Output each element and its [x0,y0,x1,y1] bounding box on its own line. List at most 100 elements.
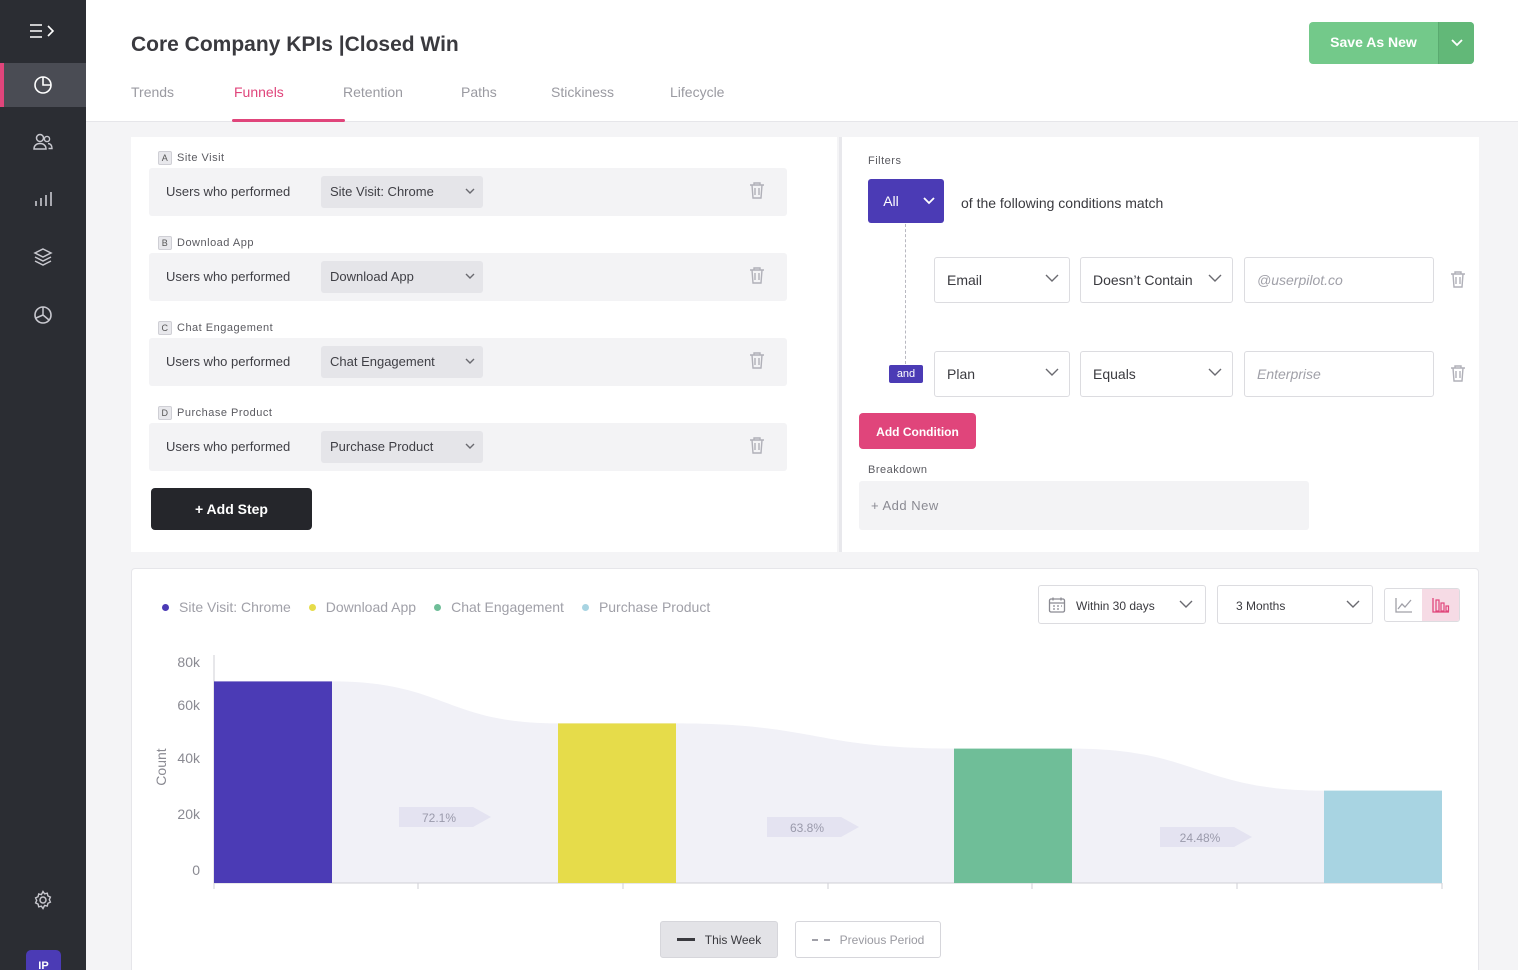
sidebar-toggle-button[interactable] [0,0,86,62]
chevron-down-icon [1450,39,1463,47]
legend-dot [162,603,169,611]
step-event-select[interactable]: Purchase Product [321,431,483,463]
condition-connector [905,224,906,364]
legend-item[interactable]: Chat Engagement [434,599,564,615]
funnel-bar [214,681,332,883]
trash-icon[interactable] [749,266,765,284]
step-prefix: Users who performed [166,354,291,369]
period-select[interactable]: 3 Months [1217,585,1373,624]
sidebar-item-layers[interactable] [0,235,86,279]
save-options-button[interactable] [1438,22,1474,64]
tab-lifecycle[interactable]: Lifecycle [670,84,725,100]
trash-icon[interactable] [1450,270,1466,288]
condition-property-select[interactable]: Email [934,257,1070,303]
condition-value-input[interactable] [1244,257,1434,303]
step-event-select[interactable]: Chat Engagement [321,346,483,378]
layers-icon [33,248,53,266]
sidebar-item-reports[interactable] [0,177,86,221]
condition-value-input[interactable] [1244,351,1434,397]
tab-stickiness[interactable]: Stickiness [551,84,615,100]
this-week-toggle[interactable]: This Week [660,921,778,958]
funnel-step-row: Users who performed Chat Engagement [149,338,787,386]
funnel-chart-panel: Site Visit: Chrome Download App Chat Eng… [131,568,1479,970]
sidebar-item-users[interactable] [0,120,86,164]
funnel-bar [558,723,676,883]
trash-icon[interactable] [1450,364,1466,382]
breakdown-field[interactable]: + Add New [859,481,1309,530]
save-as-new-button[interactable]: Save As New [1330,34,1417,50]
funnel-step-row: Users who performed Purchase Product [149,423,787,471]
line-view-button[interactable] [1385,589,1422,621]
tab-trends[interactable]: Trends [131,84,175,100]
step-letter-badge: C [158,321,172,335]
menu-expand-icon [30,24,55,38]
sidebar-item-dashboard[interactable] [0,293,86,337]
breakdown-title: Breakdown [868,464,928,476]
page-title: Core Company KPIs |Closed Win [131,33,459,56]
bar-view-button[interactable] [1422,589,1459,621]
add-condition-button[interactable]: Add Condition [859,413,976,449]
date-range-value: Within 30 days [1076,599,1155,613]
legend-item[interactable]: Download App [308,599,417,615]
chart-view-toggle [1384,588,1460,622]
funnel-step-row: Users who performed Download App [149,253,787,301]
condition-operator-select[interactable]: Equals [1080,351,1233,397]
step-event-select[interactable]: Site Visit: Chrome [321,176,483,208]
previous-period-toggle[interactable]: Previous Period [795,921,941,958]
conversion-arrow [1160,827,1252,847]
chevron-down-icon [1179,600,1193,608]
legend-item[interactable]: Site Visit: Chrome [162,599,291,615]
period-value: 3 Months [1236,599,1286,613]
funnel-step-row: Users who performed Site Visit: Chrome [149,168,787,216]
tab-funnels[interactable]: Funnels [232,84,345,122]
chevron-down-icon [465,443,475,449]
trash-icon[interactable] [749,181,765,199]
condition-property-value: Plan [947,366,976,382]
user-avatar[interactable]: IP [26,950,61,970]
step-event-value: Purchase Product [330,439,434,454]
tab-paths[interactable]: Paths [461,84,497,100]
condition-property-value: Email [947,272,983,288]
chevron-down-icon [1045,274,1059,282]
step-label: C Chat Engagement [158,321,273,335]
sidebar: IP [0,0,86,970]
legend-dot [308,603,316,611]
sidebar-item-analytics[interactable] [0,63,86,107]
y-axis-label: Count [153,748,169,785]
legend-label: Download App [325,599,417,615]
y-tick-label: 20k [177,806,201,822]
step-prefix: Users who performed [166,269,291,284]
step-prefix: Users who performed [166,439,291,454]
tab-retention[interactable]: Retention [343,84,403,100]
chevron-down-icon [1045,368,1059,376]
trash-icon[interactable] [749,436,765,454]
dashboard-icon [34,306,52,324]
bar-chart-icon [1431,598,1449,613]
step-event-value: Site Visit: Chrome [330,184,434,199]
breakdown-add-new[interactable]: + Add New [871,498,939,513]
step-prefix: Users who performed [166,184,291,199]
sidebar-item-settings[interactable] [0,878,86,922]
date-range-select[interactable]: Within 30 days [1038,585,1206,624]
condition-joiner-badge[interactable]: and [889,365,923,383]
condition-operator-value: Equals [1093,366,1136,382]
filters-title: Filters [868,155,902,167]
step-letter-badge: B [158,236,172,250]
conversion-rate-label: 24.48% [1180,831,1221,845]
match-mode-select[interactable]: All [868,179,944,223]
solid-line-icon [676,938,695,941]
funnel-bar [954,748,1072,883]
pie-chart-icon [34,76,52,94]
condition-operator-select[interactable]: Doesn’t Contain [1080,257,1233,303]
chevron-down-icon [914,179,944,223]
previous-period-label: Previous Period [839,932,925,947]
legend-item[interactable]: Purchase Product [581,599,710,615]
add-step-button[interactable]: + Add Step [151,488,312,530]
save-as-new-button-group: Save As New [1309,22,1474,64]
step-event-select[interactable]: Download App [321,261,483,293]
condition-property-select[interactable]: Plan [934,351,1070,397]
bar-chart-icon [35,192,52,206]
conversion-rate-label: 72.1% [422,811,456,825]
trash-icon[interactable] [749,351,765,369]
y-tick-label: 80k [177,654,201,670]
